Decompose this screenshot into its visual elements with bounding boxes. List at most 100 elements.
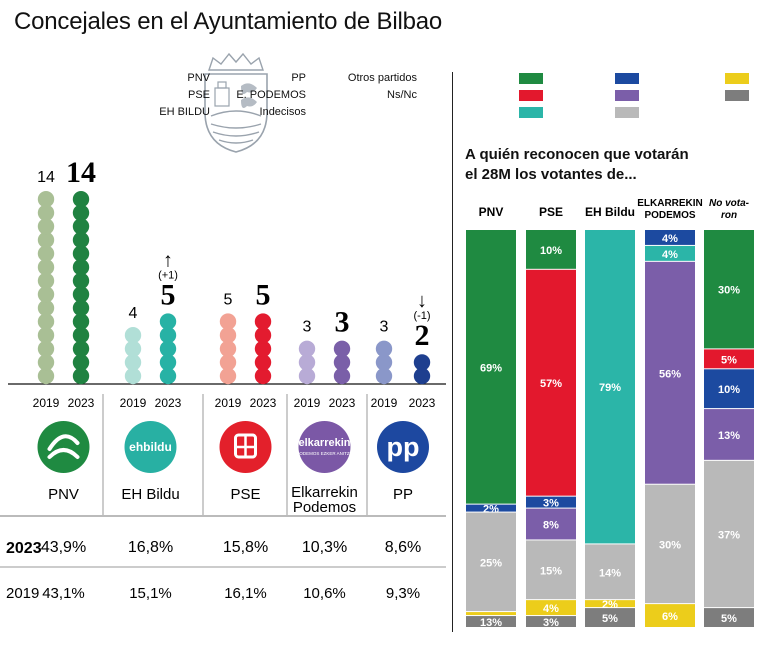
year-label-2019: 2019 — [294, 396, 321, 410]
seats-2023-value: 3 — [335, 306, 350, 339]
bar-segment — [645, 230, 695, 245]
legend-label: E. PODEMOS — [236, 89, 306, 101]
seat-dot-2019 — [124, 327, 142, 344]
bar-segment-label: 3% — [543, 617, 559, 629]
chart-title-line-2: el 28M los votantes de... — [465, 166, 637, 183]
seat-dot-2019 — [375, 367, 393, 385]
share-2019: 15,1% — [129, 585, 172, 602]
legend-swatch — [519, 90, 543, 101]
seat-dot-2023 — [254, 367, 272, 385]
party-name: EH Bildu — [121, 486, 179, 503]
year-label-2019: 2019 — [371, 396, 398, 410]
seat-change-value: (-1) — [413, 310, 430, 322]
seats-2023-value: 2 — [415, 319, 430, 352]
bar-category-label: No vota- — [709, 198, 750, 209]
seat-dot-2023 — [72, 259, 90, 276]
seats-2019-value: 3 — [380, 319, 389, 336]
seat-dot-2023 — [72, 191, 90, 208]
bar-segment-label: 13% — [480, 617, 502, 629]
bar-segment — [526, 540, 576, 600]
share-2023: 8,6% — [385, 539, 421, 556]
bar-segment-label: 25% — [480, 557, 502, 569]
seat-dot-2019 — [375, 354, 393, 371]
bar-segment-label: 5% — [602, 613, 618, 625]
seat-dot-2019 — [375, 340, 393, 357]
seat-dot-2023 — [159, 313, 177, 330]
bar-segment-label: 5% — [721, 613, 737, 625]
pnv-logo-icon — [47, 434, 80, 459]
seat-dot-2023 — [72, 204, 90, 221]
bar-segment — [704, 349, 754, 369]
legend-swatch — [615, 73, 639, 84]
bar-segment-label: 6% — [662, 611, 678, 623]
seat-dot-2019 — [219, 313, 237, 330]
seat-dot-2023 — [72, 354, 90, 371]
seat-dot-2023 — [72, 313, 90, 330]
bar-category-label: ron — [721, 210, 737, 221]
legend-label: PP — [291, 72, 306, 84]
chart-title-line-1: A quién reconocen que votarán — [465, 146, 689, 163]
seat-dot-2023 — [72, 327, 90, 344]
seat-dot-2019 — [37, 340, 55, 357]
party-logo-4 — [377, 421, 429, 473]
seats-2023-value: 14 — [66, 156, 96, 189]
bar-segment — [645, 261, 695, 484]
bar-segment — [526, 508, 576, 540]
seat-dot-2023 — [72, 231, 90, 249]
seat-dot-2023 — [72, 340, 90, 357]
bar-segment-label: 79% — [599, 382, 621, 394]
legend-swatch — [519, 73, 543, 84]
year-label-2023: 2023 — [250, 396, 277, 410]
bar-category-label: ELKARREKIN — [637, 198, 703, 209]
seat-dot-2023 — [72, 367, 90, 385]
bar-segment — [466, 612, 516, 616]
bar-segment — [526, 616, 576, 627]
bar-segment — [526, 230, 576, 269]
seat-dot-2019 — [37, 245, 55, 262]
seat-dot-2019 — [37, 204, 55, 221]
party-logo-text: elkarrekin — [299, 437, 351, 449]
legend-label: PNV — [187, 72, 210, 84]
bar-segment-label: 56% — [659, 368, 681, 380]
survey-panel: PNV PP Otros partidos PSE E. PODEMOS Ns/Nc EH … — [159, 0, 758, 645]
seats-2019-value: 5 — [224, 291, 233, 308]
party-logo-text: ehbildu — [129, 440, 172, 454]
bar-segment-label: 13% — [718, 430, 740, 442]
legend-swatch — [615, 90, 639, 101]
bar-segment-label: 10% — [718, 384, 740, 396]
seat-dot-2019 — [37, 367, 55, 385]
seats-chart: 14 14 2019 2023 PNV 43,9% 43,1% 4 5 ↑(+1) 2019 2023… — [0, 52, 446, 602]
bar-segment-label: 69% — [480, 362, 502, 374]
year-label-2023: 2023 — [155, 396, 182, 410]
seat-dot-2023 — [413, 367, 431, 385]
bar-segment — [645, 484, 695, 604]
page-title: Concejales en el Ayuntamiento de Bilbao — [14, 8, 443, 35]
party-name-line: Podemos — [293, 499, 356, 516]
seat-dot-2019 — [37, 231, 55, 249]
legend-swatch — [725, 90, 749, 101]
seat-change-arrow-icon: ↓ — [417, 290, 427, 312]
bar-segment-label: 14% — [599, 567, 621, 579]
party-logo-subtext: PODEMOS EZKER ANITZA — [296, 451, 352, 456]
seats-2023-value: 5 — [161, 278, 176, 311]
legend-label: PSE — [187, 89, 210, 101]
bar-segment-label: 30% — [659, 539, 681, 551]
seat-dot-2019 — [219, 367, 237, 385]
seat-dot-2023 — [72, 272, 90, 289]
bar-segment — [704, 409, 754, 460]
seat-dot-2023 — [159, 354, 177, 371]
year-label-2023: 2023 — [68, 396, 95, 410]
party-logo-3 — [298, 421, 351, 473]
row-label-2019: 2019 — [6, 585, 39, 602]
seat-dot-2019 — [124, 354, 142, 371]
seat-dot-2019 — [219, 327, 237, 344]
seat-dot-2023 — [72, 245, 90, 262]
share-2019: 16,1% — [224, 585, 267, 602]
seat-change-value: (+1) — [158, 269, 178, 281]
bar-segment — [466, 504, 516, 512]
pp-logo-text: pp — [387, 432, 420, 462]
seat-dot-2019 — [37, 313, 55, 330]
year-label-2019: 2019 — [120, 396, 147, 410]
bar-segment — [466, 512, 516, 612]
share-2019: 43,1% — [42, 585, 85, 602]
